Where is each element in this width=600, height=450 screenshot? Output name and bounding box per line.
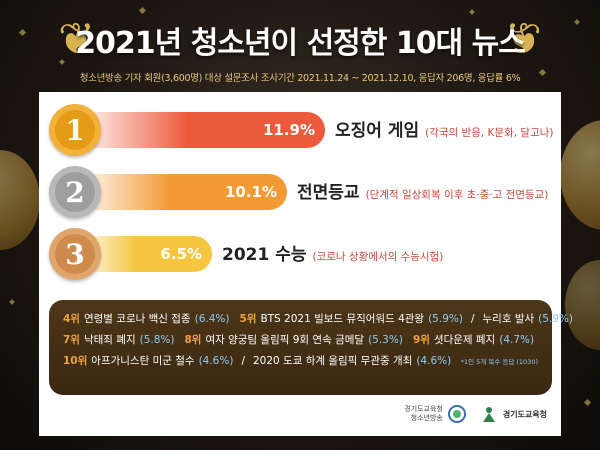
- response-note: *1인 5개 복수 응답 (1030): [460, 357, 538, 366]
- news-percent: (4.7%): [499, 333, 535, 346]
- news-title: 여자 양궁팀 올림픽 9회 연속 금메달: [205, 334, 365, 346]
- rank-label: 5위: [239, 313, 257, 325]
- ranking-bar: 11.9%: [75, 112, 325, 148]
- news-title: 아프가니스탄 미군 철수: [91, 355, 195, 367]
- ranking-label: 2021 수능 (코로나 상황에서의 수능시험): [222, 240, 443, 265]
- logo-text: 경기도교육청: [502, 409, 547, 419]
- education-office-logo: 경기도교육청: [479, 404, 547, 424]
- footer-logos: 경기도교육청 청소년방송 경기도교육청: [404, 404, 547, 424]
- separator: /: [241, 354, 245, 367]
- title-area: 2021년 청소년이 선정한 10대 뉴스: [0, 18, 600, 62]
- ranking-row: 6.5% 3 2021 수능 (코로나 상황에서의 수능시험): [49, 228, 559, 284]
- rank-number: 1: [55, 110, 95, 150]
- news-percent: (4.6%): [416, 354, 452, 367]
- logo-line: 경기도교육청: [404, 405, 443, 413]
- news-title: 연령별 코로나 백신 접종: [83, 313, 191, 325]
- balloon-left: [0, 150, 40, 250]
- news-title: 낙태죄 폐지: [83, 334, 136, 346]
- rank-line-1: 4위 연령별 코로나 백신 접종 (6.4%) 5위 BTS 2021 빌보드 …: [63, 308, 573, 329]
- bar-value-label: 11.9%: [262, 121, 315, 139]
- page-title: 2021년 청소년이 선정한 10대 뉴스: [75, 26, 526, 61]
- news-percent: (5.3%): [368, 333, 403, 346]
- rank-label: 8위: [184, 334, 202, 346]
- news-title: 오징어 게임: [335, 121, 420, 141]
- news-title: 2020 도쿄 하계 올림픽 무관중 개최: [252, 355, 413, 367]
- rank-number: 3: [55, 234, 95, 274]
- rank-number: 2: [55, 172, 95, 212]
- news-percent: (5.9%): [428, 312, 463, 325]
- other-rankings-box: 4위 연령별 코로나 백신 접종 (6.4%) 5위 BTS 2021 빌보드 …: [49, 300, 573, 395]
- confetti: [469, 9, 475, 15]
- ranking-row: 10.1% 2 전면등교 (단계적 일상회복 이후 초·중·고 전면등교): [49, 166, 559, 222]
- news-percent: (6.4%): [194, 312, 230, 325]
- content-panel: 11.9% 1 오징어 게임 (각국의 반응, K문화, 달고나) 10.1% 2 전면등교…: [39, 92, 573, 436]
- ranking-label: 오징어 게임 (각국의 반응, K문화, 달고나): [335, 116, 554, 141]
- news-title: 2021 수능: [222, 245, 307, 265]
- rank-medal-icon: 2: [49, 166, 101, 218]
- youth-broadcast-logo: 경기도교육청 청소년방송: [404, 404, 467, 424]
- confetti: [138, 6, 147, 15]
- logo-text: 경기도교육청 청소년방송: [404, 405, 443, 423]
- news-percent: (4.6%): [198, 354, 234, 367]
- laurel-left-icon: ❦: [58, 14, 95, 65]
- rank-label: 7위: [63, 334, 80, 346]
- rank-line-3: 10위 아프가니스탄 미군 철수 (4.6%) / 2020 도쿄 하계 올림픽…: [63, 350, 538, 371]
- rank-medal-icon: 1: [49, 104, 101, 156]
- ranking-label: 전면등교 (단계적 일상회복 이후 초·중·고 전면등교): [297, 178, 548, 203]
- news-title: 전면등교: [297, 183, 360, 203]
- confetti: [9, 299, 15, 305]
- news-percent: (5.9%): [538, 312, 574, 325]
- rank-label: 10위: [63, 355, 88, 367]
- rank-line-2: 7위 낙태죄 폐지 (5.8%) 8위 여자 양궁팀 올림픽 9회 연속 금메달…: [63, 329, 538, 350]
- news-title: 셧다운제 폐지: [433, 334, 496, 346]
- bar-value-label: 10.1%: [224, 183, 277, 201]
- news-description: (각국의 반응, K문화, 달고나): [425, 127, 554, 139]
- news-description: (코로나 상황에서의 수능시험): [312, 251, 444, 263]
- news-title: BTS 2021 빌보드 뮤직어워드 4관왕: [260, 313, 425, 325]
- news-title: 누리호 발사: [482, 313, 535, 325]
- broadcast-logo-icon: [447, 405, 466, 423]
- bar-value-label: 6.5%: [160, 245, 202, 263]
- separator: /: [470, 312, 475, 325]
- news-description: (단계적 일상회복 이후 초·중·고 전면등교): [365, 189, 549, 201]
- balloon-right: [560, 120, 600, 230]
- survey-info: 청소년방송 기자 회원(3,600명) 대상 설문조사 조사기간 2021.11…: [79, 73, 521, 84]
- rank-medal-icon: 3: [49, 228, 101, 280]
- ranking-row: 11.9% 1 오징어 게임 (각국의 반응, K문화, 달고나): [49, 104, 559, 160]
- logo-line: 청소년방송: [410, 414, 443, 422]
- rank-label: 4위: [63, 313, 80, 325]
- balloon-right-low: [565, 260, 600, 350]
- news-percent: (5.8%): [139, 333, 175, 346]
- confetti: [583, 398, 592, 407]
- ranking-bar: 10.1%: [75, 174, 287, 210]
- rank-label: 9위: [412, 334, 430, 346]
- education-office-icon: [482, 407, 495, 422]
